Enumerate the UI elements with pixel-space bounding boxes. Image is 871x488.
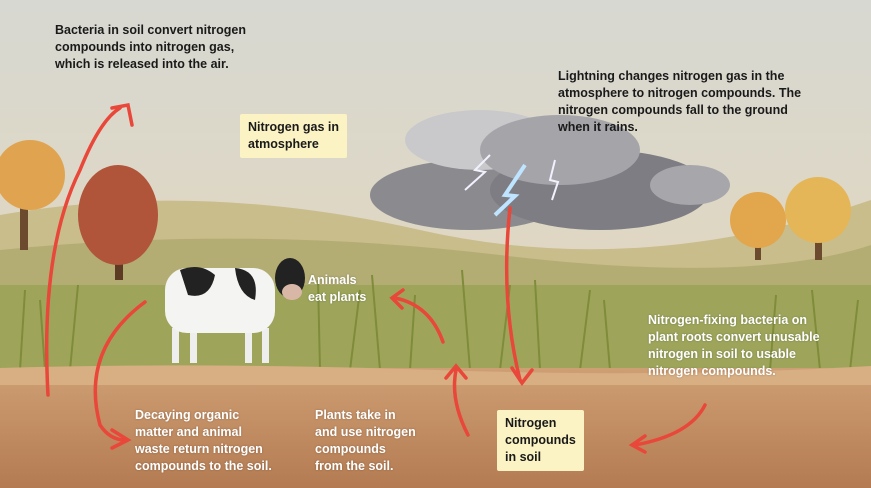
label-box: Nitrogen compounds in soil	[497, 410, 584, 471]
text-line: from the soil.	[315, 458, 416, 475]
text-line: nitrogen compounds fall to the ground	[558, 102, 801, 119]
text-line: Lightning changes nitrogen gas in the	[558, 68, 801, 85]
text-line: compounds into nitrogen gas,	[55, 39, 246, 56]
text-line: Nitrogen	[505, 415, 576, 432]
annotation: Nitrogen-fixing bacteria on plant roots …	[648, 312, 820, 380]
annotation: Plants take in and use nitrogen compound…	[315, 407, 416, 475]
annotation: Lightning changes nitrogen gas in the at…	[558, 68, 801, 136]
text-line: atmosphere	[248, 136, 339, 153]
text-line: Plants take in	[315, 407, 416, 424]
text-line: compounds	[315, 441, 416, 458]
text-line: compounds to the soil.	[135, 458, 272, 475]
text-line: nitrogen compounds.	[648, 363, 820, 380]
text-line: Decaying organic	[135, 407, 272, 424]
text-line: in soil	[505, 449, 576, 466]
soil	[0, 368, 871, 488]
text-line: eat plants	[308, 289, 366, 306]
text-line: compounds	[505, 432, 576, 449]
annotation: Animals eat plants	[308, 272, 366, 306]
nitrogen-cycle-diagram: Bacteria in soil convert nitrogen compou…	[0, 0, 871, 488]
text-line: and use nitrogen	[315, 424, 416, 441]
text-line: Nitrogen-fixing bacteria on	[648, 312, 820, 329]
text-line: Bacteria in soil convert nitrogen	[55, 22, 246, 39]
text-line: plant roots convert unusable	[648, 329, 820, 346]
annotation: Decaying organic matter and animal waste…	[135, 407, 272, 475]
text-line: Animals	[308, 272, 366, 289]
text-line: waste return nitrogen	[135, 441, 272, 458]
text-line: nitrogen in soil to usable	[648, 346, 820, 363]
text-line: Nitrogen gas in	[248, 119, 339, 136]
text-line: which is released into the air.	[55, 56, 246, 73]
text-line: matter and animal	[135, 424, 272, 441]
text-line: atmosphere to nitrogen compounds. The	[558, 85, 801, 102]
label-box: Nitrogen gas in atmosphere	[240, 114, 347, 158]
annotation: Bacteria in soil convert nitrogen compou…	[55, 22, 246, 73]
text-line: when it rains.	[558, 119, 801, 136]
